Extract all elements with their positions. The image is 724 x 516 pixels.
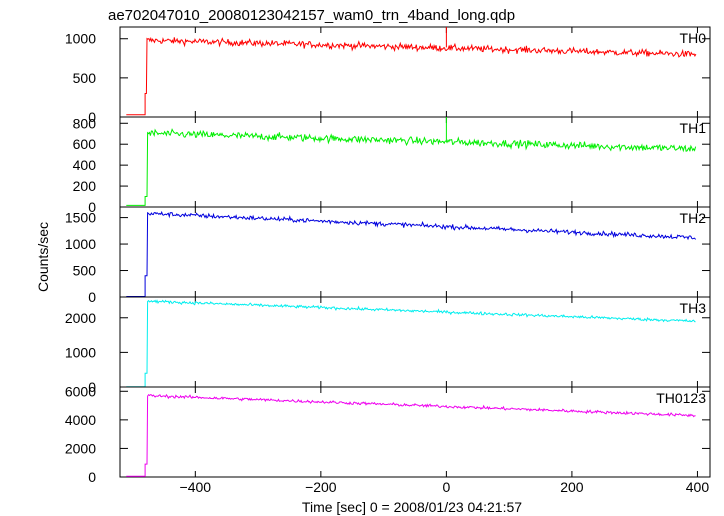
panel-th0: 0 500 1000 TH0 bbox=[65, 26, 711, 125]
x-axis-label: Time [sec] 0 = 2008/01/23 04:21:57 bbox=[302, 499, 522, 515]
panel-label: TH2 bbox=[680, 210, 707, 226]
panel-th0123: 0 2000 4000 6000 TH0123 bbox=[65, 383, 711, 485]
x-tick-label: −400 bbox=[180, 479, 212, 495]
series-line-th3 bbox=[126, 299, 696, 388]
panel-frame bbox=[119, 116, 711, 208]
y-tick-label: 1000 bbox=[65, 31, 96, 47]
y-tick-label: 500 bbox=[73, 70, 97, 86]
y-tick-label: 200 bbox=[73, 178, 97, 194]
panels-group: 0 500 1000 TH0 0 200 400 600 800 TH1 0 500 1000 1500 T… bbox=[65, 26, 711, 485]
y-tick-label: 1000 bbox=[65, 236, 96, 252]
panel-frame bbox=[119, 386, 711, 478]
panel-label: TH0123 bbox=[656, 390, 706, 406]
y-tick-label: 0 bbox=[88, 469, 96, 485]
panel-frame bbox=[119, 26, 711, 118]
y-tick-label: 1500 bbox=[65, 210, 96, 226]
y-axis-label: Counts/sec bbox=[35, 222, 51, 292]
y-tick-label: 800 bbox=[73, 115, 97, 131]
series-line-th0123 bbox=[126, 393, 696, 477]
panel-th1: 0 200 400 600 800 TH1 bbox=[73, 115, 711, 215]
series-line-th1 bbox=[126, 128, 697, 206]
panel-label: TH3 bbox=[680, 300, 707, 316]
panel-frame bbox=[119, 206, 711, 298]
y-tick-label: 2000 bbox=[65, 440, 96, 456]
y-tick-label: 0 bbox=[88, 109, 96, 125]
series-line-th2 bbox=[126, 210, 696, 297]
y-tick-label: 0 bbox=[88, 289, 96, 305]
panel-th2: 0 500 1000 1500 TH2 bbox=[65, 206, 711, 305]
x-tick-label: −200 bbox=[305, 479, 337, 495]
y-tick-label: 400 bbox=[73, 157, 97, 173]
y-tick-label: 500 bbox=[73, 263, 97, 279]
x-tick-group: −400 −200 0 200 400 bbox=[180, 479, 710, 495]
x-tick-label: 0 bbox=[442, 479, 450, 495]
panel-th3: 0 1000 2000 TH3 bbox=[65, 296, 711, 395]
x-tick-label: 400 bbox=[686, 479, 710, 495]
y-tick-label: 1000 bbox=[65, 344, 96, 360]
y-tick-label: 4000 bbox=[65, 412, 96, 428]
y-tick-label: 0 bbox=[88, 379, 96, 395]
panel-label: TH1 bbox=[680, 120, 707, 136]
y-tick-label: 6000 bbox=[65, 383, 96, 399]
y-tick-label: 2000 bbox=[65, 310, 96, 326]
chart-title: ae702047010_20080123042157_wam0_trn_4ban… bbox=[108, 7, 515, 24]
x-tick-label: 200 bbox=[560, 479, 584, 495]
series-line-th0 bbox=[126, 36, 697, 116]
y-tick-label: 600 bbox=[73, 136, 97, 152]
panel-label: TH0 bbox=[680, 30, 707, 46]
y-tick-label: 0 bbox=[88, 199, 96, 215]
